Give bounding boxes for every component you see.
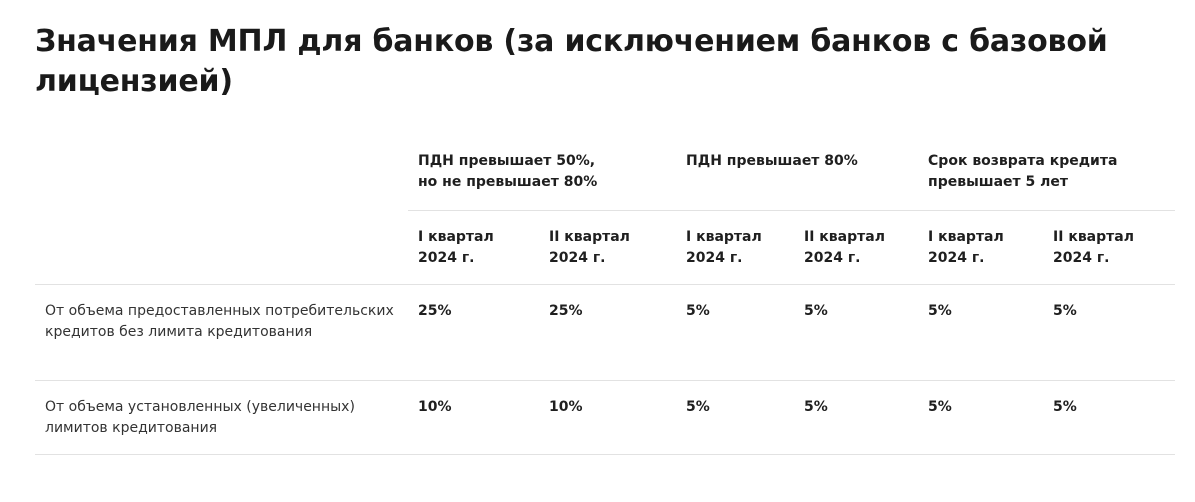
table-cell: 5% xyxy=(676,379,795,455)
table-cell: 5% xyxy=(1043,379,1176,455)
corner-cell xyxy=(35,140,408,210)
quarter-header: II квартал 2024 г. xyxy=(1043,209,1176,284)
quarter-header: I квартал 2024 г. xyxy=(408,209,539,284)
quarter-header: II квартал 2024 г. xyxy=(539,209,677,284)
quarter-header: I квартал 2024 г. xyxy=(676,209,795,284)
table-cell: 10% xyxy=(408,379,539,455)
table-cell: 5% xyxy=(794,379,919,455)
group-header-pdn-80: ПДН превышает 80% xyxy=(686,153,858,169)
group-header-term-5-years: Срок возврата кредита превышает 5 лет xyxy=(928,153,1118,190)
table-row: От объема установленных (увеличенных) ли… xyxy=(35,379,1176,455)
quarter-header: I квартал 2024 г. xyxy=(918,209,1044,284)
group-header-pdn-50-80: ПДН превышает 50%, но не превышает 80% xyxy=(418,153,598,190)
table-cell: 5% xyxy=(918,283,1044,380)
quarter-header: II квартал 2024 г. xyxy=(794,209,919,284)
table-cell: 5% xyxy=(918,379,1044,455)
group-header-row: ПДН превышает 50%, но не превышает 80% П… xyxy=(35,140,1175,210)
page-title: Значения МПЛ для банков (за исключением … xyxy=(35,24,1108,99)
mpl-table: ПДН превышает 50%, но не превышает 80% П… xyxy=(35,140,1176,455)
table-cell: 10% xyxy=(539,379,677,455)
table-cell: 5% xyxy=(1043,283,1176,380)
table-row: От объема предоставленных потребительски… xyxy=(35,283,1176,380)
table-cell: 25% xyxy=(539,283,677,380)
row-label: От объема предоставленных потребительски… xyxy=(35,283,408,380)
table-cell: 5% xyxy=(794,283,919,380)
corner-cell xyxy=(35,210,408,284)
row-label: От объема установленных (увеличенных) ли… xyxy=(35,379,408,455)
table-cell: 5% xyxy=(676,283,795,380)
table-cell: 25% xyxy=(408,283,539,380)
quarter-header-row: I квартал 2024 г. II квартал 2024 г. I к… xyxy=(35,209,1176,284)
